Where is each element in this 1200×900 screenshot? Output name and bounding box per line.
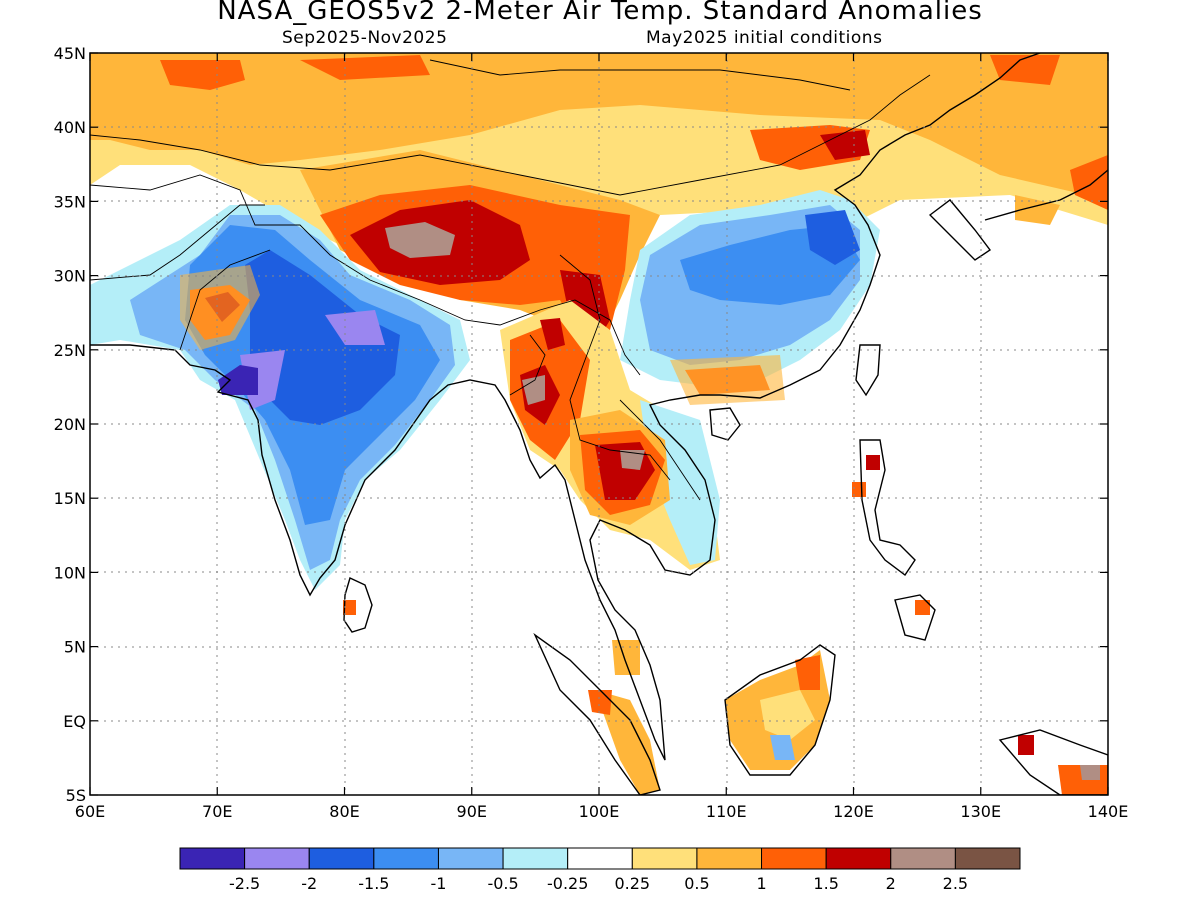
legend-swatch (308, 847, 375, 870)
legend-swatch (502, 847, 569, 870)
anomaly-region (852, 482, 866, 497)
anomaly-region (866, 455, 880, 470)
legend-label: 1.5 (813, 874, 838, 893)
anomaly-region (595, 690, 660, 795)
legend-label: -2 (301, 874, 317, 893)
legend-swatch (696, 847, 763, 870)
anomaly-region (820, 130, 870, 160)
anomaly-region (325, 310, 385, 345)
anomaly-region (1080, 765, 1100, 780)
anomaly-region (385, 222, 455, 258)
legend-swatch (631, 847, 698, 870)
anomaly-region (218, 365, 258, 395)
lat-tick-label: 25N (54, 341, 86, 360)
lat-tick-label: 40N (54, 118, 86, 137)
lon-tick-label: 140E (1088, 802, 1129, 821)
anomaly-region (343, 600, 356, 615)
lat-tick-label: 20N (54, 415, 86, 434)
legend-label: 0.5 (684, 874, 709, 893)
anomaly-region (760, 690, 815, 740)
legend-label: -1.5 (358, 874, 389, 893)
legend-label: 2 (886, 874, 896, 893)
anomaly-region (180, 265, 260, 350)
legend-swatch (825, 847, 892, 870)
axis-ticks: 60E 70E 80E 90E 100E 110E 120E 130E 140E 45N 40N 35… (54, 44, 1129, 821)
anomaly-region (620, 450, 645, 470)
anomaly-region (160, 60, 245, 90)
anomaly-field (90, 53, 1108, 795)
map-title: NASA_GEOS5v2 2-Meter Air Temp. Standard … (217, 0, 983, 26)
lat-tick-label: 35N (54, 192, 86, 211)
lat-tick-label: 5S (66, 786, 86, 805)
legend-label: -1 (430, 874, 446, 893)
lat-tick-label: EQ (63, 712, 86, 731)
legend-swatch (373, 847, 439, 870)
lon-tick-label: 130E (960, 802, 1001, 821)
anomaly-region (670, 355, 785, 405)
lat-tick-label: 15N (54, 489, 86, 508)
anomaly-region (990, 55, 1060, 85)
lon-tick-label: 70E (202, 802, 232, 821)
lon-tick-label: 90E (457, 802, 487, 821)
legend-swatch (437, 847, 504, 870)
legend-swatch (179, 847, 246, 870)
legend-swatch (244, 847, 310, 870)
legend-label: -0.25 (547, 874, 588, 893)
legend-label: -2.5 (229, 874, 260, 893)
lat-tick-label: 5N (64, 638, 86, 657)
forecast-period: Sep2025-Nov2025 (282, 28, 448, 48)
anomaly-region (522, 375, 545, 405)
anomaly-region (1018, 735, 1034, 755)
graticule (90, 53, 1108, 795)
color-legend: -2.5 -2 -1.5 -1 -0.5 -0.25 0.25 0.5 1 1.5 2 2.5 (179, 847, 1021, 893)
legend-label: 0.25 (614, 874, 650, 893)
legend-swatch (954, 847, 1021, 870)
anomaly-region (300, 55, 430, 80)
lon-tick-label: 100E (579, 802, 620, 821)
anomaly-region (245, 250, 400, 425)
lat-tick-label: 45N (54, 44, 86, 63)
anomaly-region (795, 655, 820, 690)
anomaly-region (612, 640, 640, 675)
legend-swatch (890, 847, 956, 870)
initial-conditions: May2025 initial conditions (646, 28, 883, 48)
legend-label: 1 (756, 874, 766, 893)
legend-label: 2.5 (943, 874, 968, 893)
coastlines (90, 53, 1108, 795)
lon-tick-label: 120E (833, 802, 874, 821)
anomaly-region (540, 318, 565, 350)
legend-label: -0.5 (487, 874, 518, 893)
legend-swatch (761, 847, 827, 870)
anomaly-region (1070, 155, 1108, 210)
anomaly-region (770, 735, 795, 760)
borders (90, 59, 931, 501)
lat-tick-label: 10N (54, 563, 86, 582)
legend-swatch (567, 847, 633, 870)
anomaly-region (588, 690, 612, 715)
anomaly-region (915, 600, 930, 615)
lon-tick-label: 60E (75, 802, 105, 821)
lat-tick-label: 30N (54, 267, 86, 286)
lon-tick-label: 80E (329, 802, 359, 821)
lon-tick-label: 110E (706, 802, 747, 821)
anomaly-region (805, 210, 860, 265)
